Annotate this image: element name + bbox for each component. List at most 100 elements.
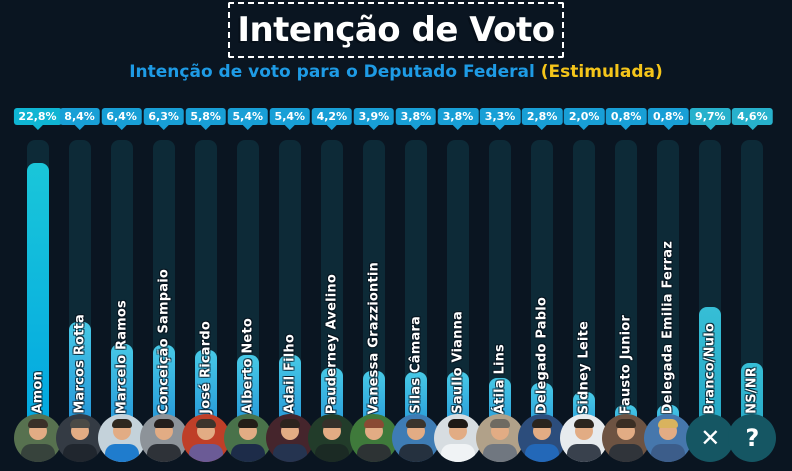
value-badge: 4,2% bbox=[311, 108, 353, 125]
value-badge: 0,8% bbox=[605, 108, 647, 125]
bar-track bbox=[531, 140, 554, 450]
candidate-avatar bbox=[391, 414, 440, 462]
avatar-torso bbox=[62, 444, 97, 462]
candidate-avatar bbox=[434, 414, 482, 462]
bar-column: Pauderney Avelino 4,2% bbox=[307, 0, 356, 471]
value-badge: 6,4% bbox=[101, 108, 142, 125]
candidate-name: Marcos Rotta bbox=[72, 314, 88, 414]
bar-column: NS/NR 4,6%? bbox=[728, 0, 777, 471]
candidate-name: Vanessa Grazziontin bbox=[366, 261, 382, 414]
subtitle: Intenção de voto para o Deputado Federal… bbox=[0, 62, 792, 82]
candidate-avatar bbox=[307, 414, 356, 462]
avatar-torso bbox=[20, 444, 55, 462]
candidate-avatar bbox=[560, 414, 609, 462]
avatar-head bbox=[237, 419, 258, 440]
bar-column: Marcelo Ramos 6,4% bbox=[97, 0, 146, 471]
avatar-torso bbox=[314, 444, 349, 462]
candidate-avatar bbox=[181, 414, 230, 462]
bar-column: José Ricardo 5,8% bbox=[181, 0, 230, 471]
candidate-avatar bbox=[97, 414, 146, 462]
bar-column: Átila Lins 3,3% bbox=[476, 0, 525, 471]
candidate-avatar bbox=[476, 414, 525, 462]
value-badge: 5,4% bbox=[227, 108, 269, 125]
bar-column: Adail Filho 5,4% bbox=[265, 0, 314, 471]
avatar-head bbox=[27, 419, 48, 440]
value-badge: 4,6% bbox=[732, 108, 773, 125]
candidate-avatar bbox=[518, 414, 567, 462]
candidate-avatar bbox=[265, 414, 314, 462]
avatar-head bbox=[658, 419, 679, 440]
candidate-name: Silas Câmara bbox=[408, 316, 424, 414]
bar-column: Fausto Junior 0,8% bbox=[602, 0, 651, 471]
value-badge: 3,3% bbox=[479, 108, 521, 125]
value-badge: 8,4% bbox=[59, 108, 100, 125]
avatar-torso bbox=[146, 444, 181, 462]
avatar-torso bbox=[567, 444, 602, 462]
candidate-name: Marcelo Ramos bbox=[114, 299, 130, 414]
avatar-torso bbox=[441, 444, 475, 462]
candidate-avatar bbox=[602, 414, 651, 462]
avatar-torso bbox=[104, 444, 139, 462]
bar-column: Vanessa Grazziontin 3,9% bbox=[349, 0, 398, 471]
avatar-head bbox=[532, 419, 553, 440]
bar-track bbox=[615, 140, 638, 450]
candidate-name: Saullo Vianna bbox=[450, 311, 466, 414]
avatar-head bbox=[405, 419, 426, 440]
subtitle-main: Intenção de voto para o Deputado Federal bbox=[129, 62, 535, 82]
value-badge: 2,0% bbox=[563, 108, 605, 125]
bar-column: Marcos Rotta 8,4% bbox=[55, 0, 104, 471]
avatar-head bbox=[616, 419, 637, 440]
bar bbox=[26, 163, 49, 450]
candidate-avatar bbox=[139, 414, 188, 462]
value-badge: 3,9% bbox=[353, 108, 395, 125]
value-badge: 5,8% bbox=[185, 108, 226, 125]
avatar-torso bbox=[398, 444, 433, 462]
avatar-torso bbox=[188, 444, 223, 462]
candidate-avatar bbox=[13, 414, 62, 462]
avatar-head bbox=[153, 419, 174, 440]
bar-column: Saullo Vianna 3,8% bbox=[434, 0, 482, 471]
candidate-name: Amon bbox=[30, 371, 45, 414]
candidate-name: Branco/Nulo bbox=[702, 322, 718, 414]
bar-column: Delegada Emilia Ferraz 0,8% bbox=[644, 0, 693, 471]
value-badge: 6,3% bbox=[143, 108, 184, 125]
avatar-head bbox=[363, 419, 384, 440]
candidate-name: Delegado Pablo bbox=[534, 296, 550, 414]
candidate-name: Pauderney Avelino bbox=[324, 273, 340, 414]
bar-column: Silas Câmara 3,8% bbox=[391, 0, 440, 471]
candidate-avatar bbox=[223, 414, 272, 462]
avatar-torso bbox=[356, 444, 391, 462]
avatar-head bbox=[574, 419, 595, 440]
value-badge: 9,7% bbox=[690, 108, 731, 125]
candidate-name: José Ricardo bbox=[198, 321, 214, 414]
avatar-torso bbox=[651, 444, 686, 462]
avatar-torso bbox=[230, 444, 265, 462]
candidate-name: Fausto Junior bbox=[618, 314, 634, 414]
subtitle-highlight: (Estimulada) bbox=[540, 62, 663, 82]
candidate-name: Sidney Leite bbox=[576, 320, 592, 414]
avatar-head bbox=[321, 419, 342, 440]
value-badge: 3,8% bbox=[395, 108, 437, 125]
value-badge: 2,8% bbox=[521, 108, 563, 125]
candidate-name: Átila Lins bbox=[492, 343, 508, 414]
candidate-name: Adail Filho bbox=[282, 334, 298, 414]
avatar-head bbox=[69, 419, 90, 440]
page-title: Intenção de Voto bbox=[237, 10, 555, 50]
avatar-torso bbox=[525, 444, 560, 462]
candidate-avatar bbox=[349, 414, 398, 462]
candidate-name: NS/NR bbox=[744, 367, 760, 414]
value-badge: 3,8% bbox=[437, 108, 479, 125]
value-badge: 0,8% bbox=[647, 108, 689, 125]
bar-column: Delegado Pablo 2,8% bbox=[518, 0, 567, 471]
bar-column: Branco/Nulo 9,7% ✕ bbox=[686, 0, 735, 471]
x-icon: ✕ bbox=[686, 414, 735, 462]
bar-column: Sidney Leite 2,0% bbox=[560, 0, 609, 471]
candidate-name: Conceição Sampaio bbox=[156, 268, 172, 414]
bar-track bbox=[657, 140, 680, 450]
avatar-torso bbox=[272, 444, 307, 462]
bar-column: Amon 22,8% bbox=[13, 0, 62, 471]
value-badge: 5,4% bbox=[269, 108, 311, 125]
candidate-name: Alberto Neto bbox=[240, 318, 256, 414]
